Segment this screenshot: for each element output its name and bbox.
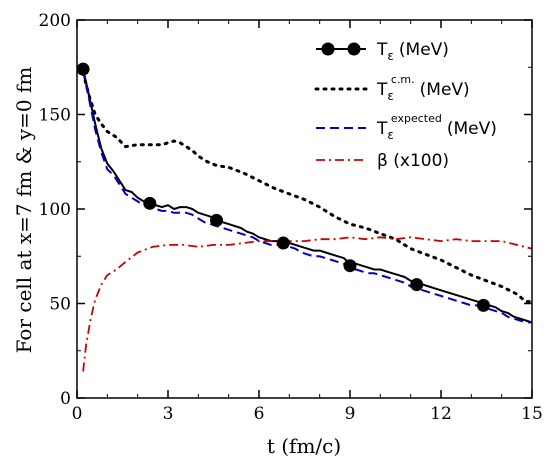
y-tick-label: 50 bbox=[49, 295, 71, 315]
marker-layer bbox=[76, 62, 490, 312]
x-tick-label: 12 bbox=[430, 404, 452, 424]
data-point-marker bbox=[410, 278, 424, 292]
y-tick-label: 200 bbox=[39, 11, 71, 31]
legend-label-2: Tε expected (MeV) bbox=[376, 112, 497, 142]
legend-main: T bbox=[376, 119, 388, 139]
legend-unit: (MeV) bbox=[420, 80, 470, 100]
legend-marker bbox=[347, 42, 361, 56]
y-axis-title: For cell at x=7 fm & y=0 fm bbox=[12, 67, 36, 354]
x-tick-label: 3 bbox=[163, 404, 174, 424]
plot-frame bbox=[76, 19, 533, 399]
y-tick-label: 0 bbox=[60, 389, 71, 409]
legend-label-0: Tε (MeV) bbox=[376, 40, 449, 63]
data-point-marker bbox=[143, 196, 157, 210]
legend-subscript: ε bbox=[387, 49, 394, 63]
legend-superscript: expected bbox=[391, 112, 442, 125]
x-tick-label: 9 bbox=[345, 404, 356, 424]
legend-unit: (MeV) bbox=[447, 119, 497, 139]
legend-superscript: c.m. bbox=[391, 73, 415, 86]
data-point-marker bbox=[76, 62, 90, 76]
series-line-0 bbox=[82, 68, 532, 324]
legend-subscript: ε bbox=[387, 89, 394, 103]
legend-label-1: Tε c.m. (MeV) bbox=[376, 73, 470, 103]
legend-marker bbox=[321, 42, 335, 56]
legend-main: T bbox=[376, 80, 388, 100]
data-point-marker bbox=[276, 236, 290, 250]
legend-label-3: β (x100) bbox=[377, 151, 449, 171]
x-tick-label: 0 bbox=[72, 404, 83, 424]
series-layer bbox=[81, 68, 532, 372]
series-line-1 bbox=[81, 71, 532, 304]
legend-main: β (x100) bbox=[377, 151, 449, 171]
legend-main: T bbox=[376, 40, 388, 60]
legend-subscript: ε bbox=[387, 128, 394, 142]
legend-unit: (MeV) bbox=[399, 40, 449, 60]
data-point-marker bbox=[210, 213, 224, 227]
data-point-marker bbox=[476, 298, 490, 312]
x-axis-title: t (fm/c) bbox=[267, 434, 341, 458]
data-point-marker bbox=[343, 259, 357, 273]
x-tick-label: 6 bbox=[254, 404, 265, 424]
legend: Tε (MeV) Tε c.m. (MeV) Tε expected (MeV) β (x100… bbox=[314, 40, 497, 171]
x-tick-label: 15 bbox=[521, 404, 543, 424]
series-line-3 bbox=[82, 236, 532, 372]
y-tick-label: 150 bbox=[39, 106, 71, 126]
y-tick-label: 100 bbox=[39, 200, 71, 220]
series-line-2 bbox=[82, 70, 532, 324]
